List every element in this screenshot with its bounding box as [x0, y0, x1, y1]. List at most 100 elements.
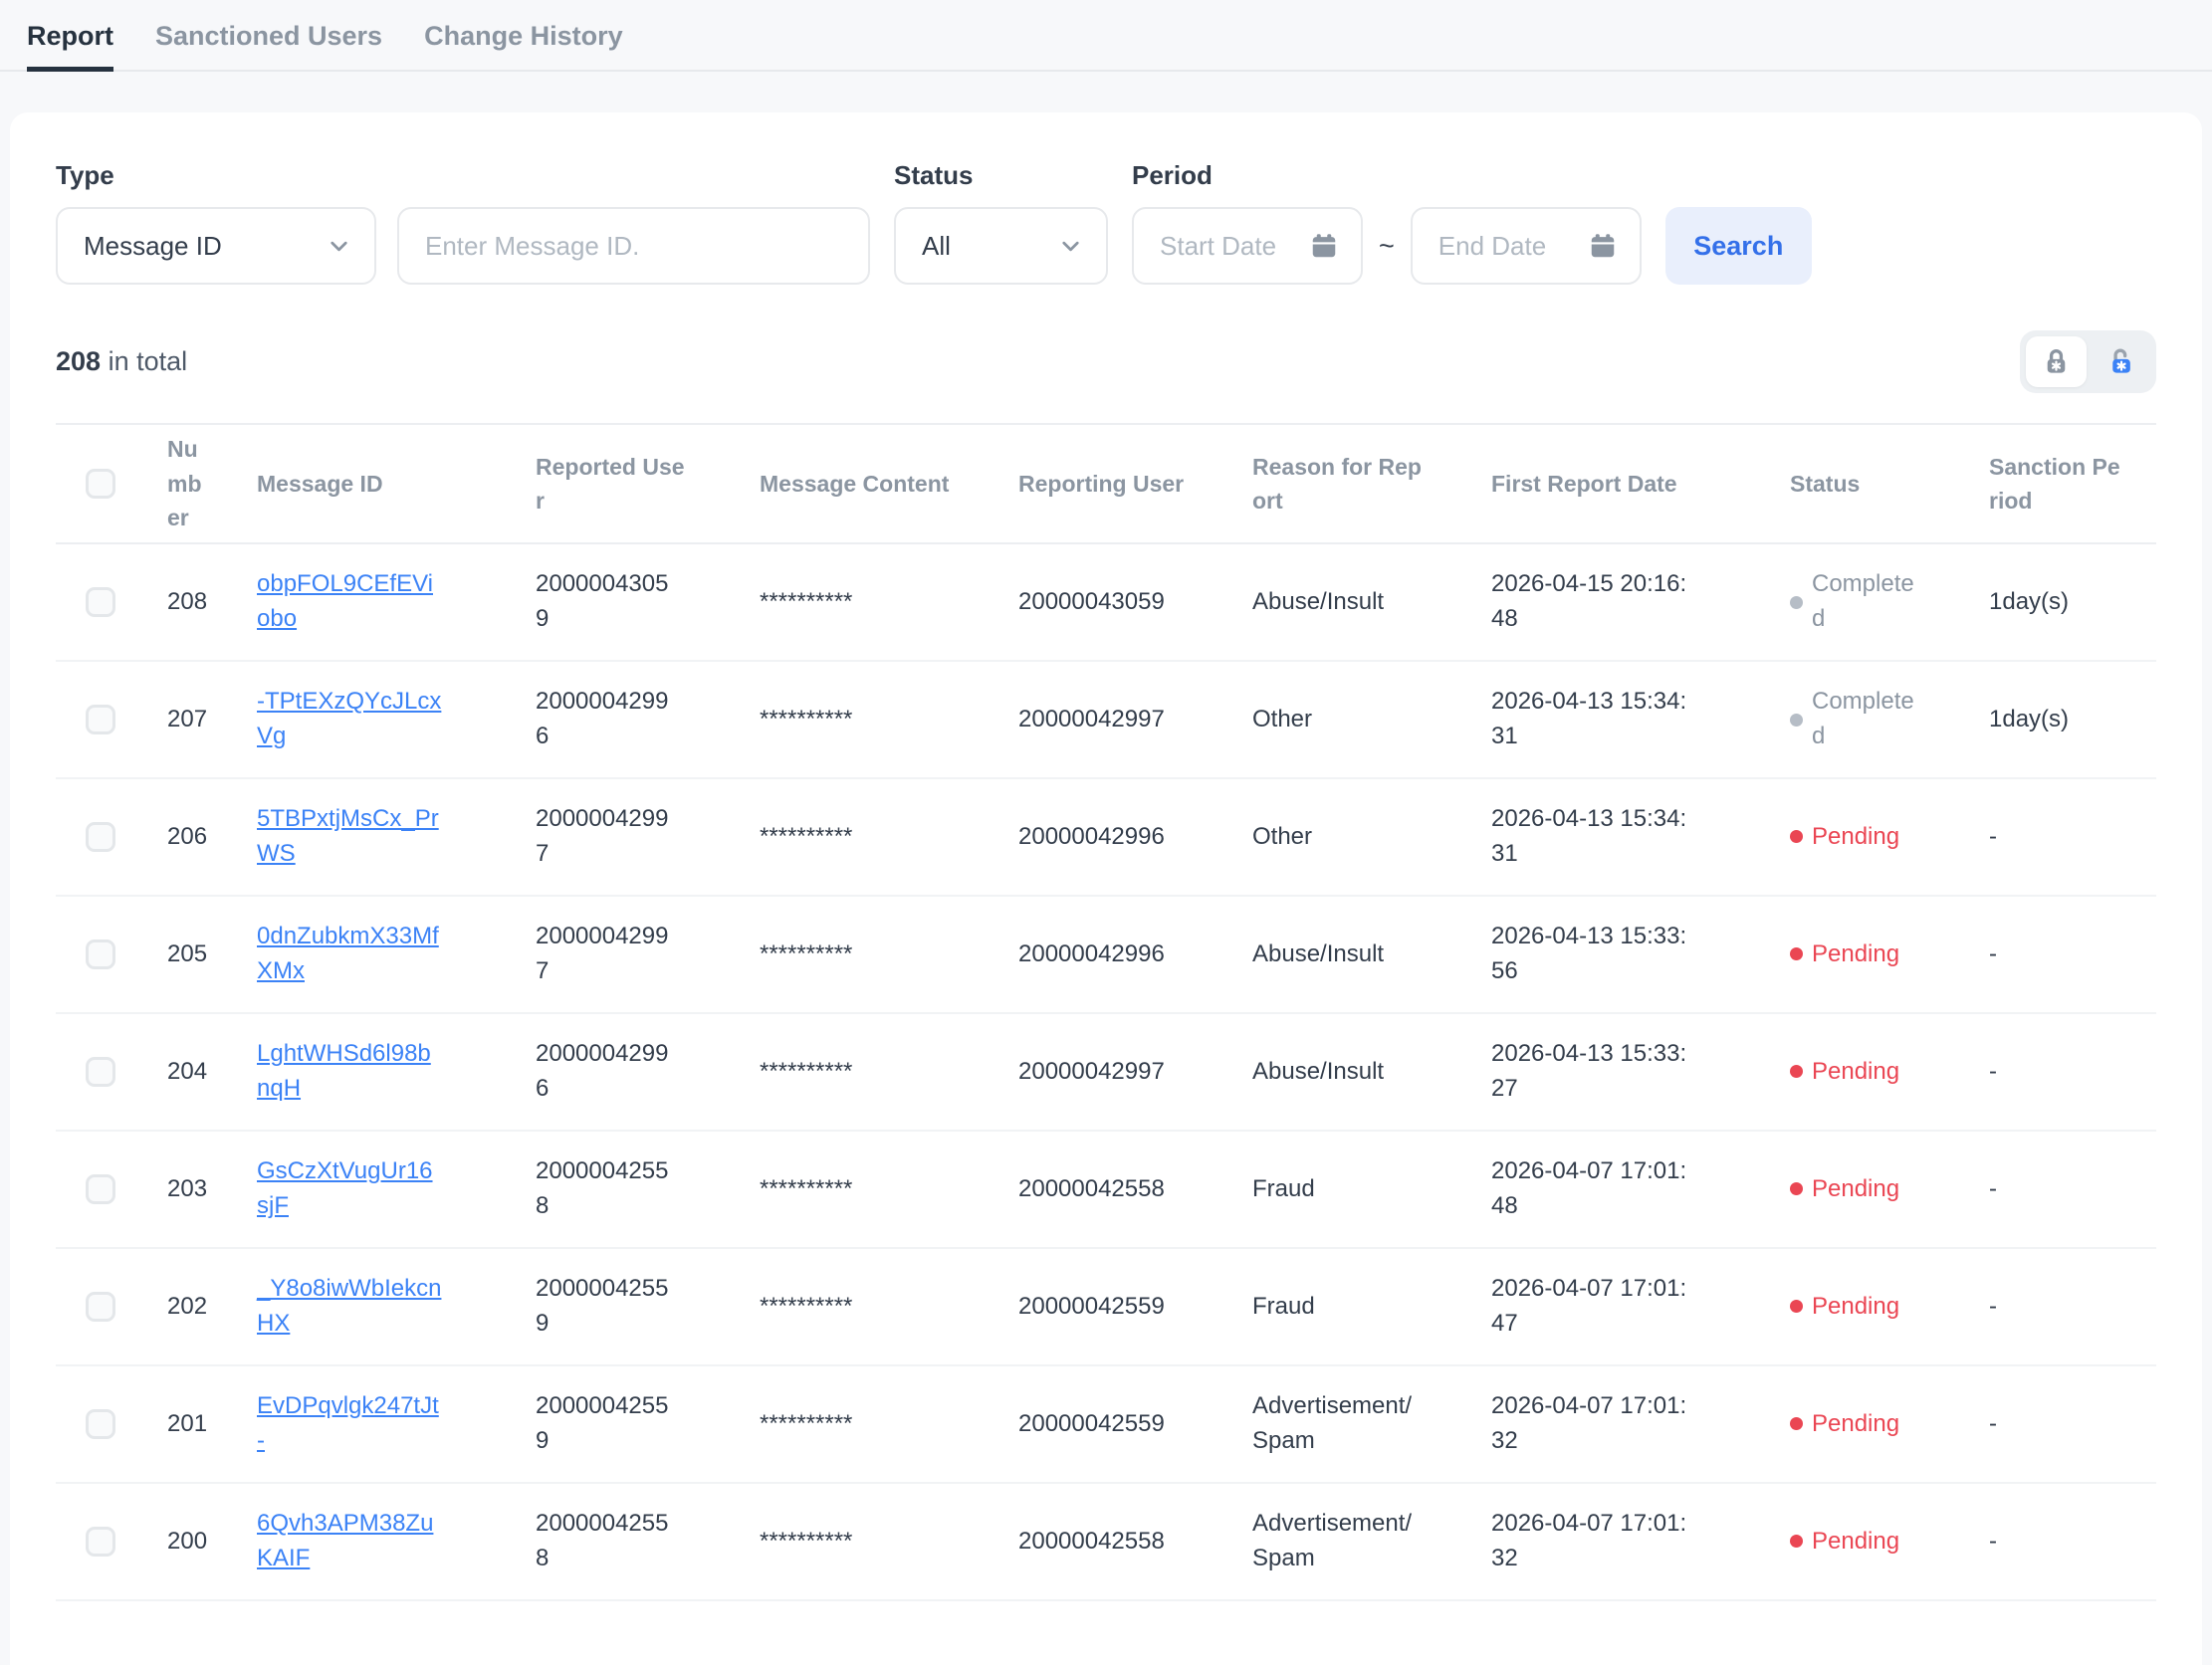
mask-toggle-group — [2020, 330, 2156, 393]
type-label: Type — [56, 160, 114, 190]
cell-reason: Advertisement/Spam — [1252, 1392, 1413, 1454]
table-row: 208 obpFOL9CEfEViobo 20000043059 *******… — [56, 543, 2156, 661]
cell-first-report-date: 2026-04-13 15:34:31 — [1491, 805, 1687, 867]
message-id-link[interactable]: 0dnZubkmX33MfXMx — [257, 923, 439, 984]
row-checkbox[interactable] — [86, 939, 115, 969]
message-id-link[interactable]: GsCzXtVugUr16sjF — [257, 1157, 433, 1219]
status-dot-icon — [1790, 1065, 1803, 1079]
start-date-picker[interactable]: Start Date — [1132, 207, 1363, 285]
end-date-picker[interactable]: End Date — [1410, 207, 1642, 285]
row-checkbox[interactable] — [86, 705, 115, 734]
lock-open-icon — [2112, 348, 2130, 373]
total-count: 208 — [56, 346, 102, 376]
status-badge: Completed — [1790, 685, 1963, 754]
cell-first-report-date: 2026-04-07 17:01:48 — [1491, 1157, 1687, 1219]
cell-number: 204 — [167, 1057, 208, 1085]
message-id-link[interactable]: -TPtEXzQYcJLcxVg — [257, 688, 442, 749]
cell-message-content: ********** — [760, 939, 853, 967]
select-all-checkbox[interactable] — [86, 469, 115, 499]
cell-sanction-period: - — [1989, 1527, 1997, 1555]
message-id-link[interactable]: LghtWHSd6l98bnqH — [257, 1040, 431, 1102]
filter-group-type: Type Message ID — [56, 160, 870, 285]
table-row: 202 _Y8o8iwWbIekcnHX 20000042559 *******… — [56, 1248, 2156, 1365]
cell-first-report-date: 2026-04-07 17:01:32 — [1491, 1510, 1687, 1571]
period-tilde: ~ — [1379, 230, 1395, 261]
cell-reporting-user: 20000042997 — [1018, 705, 1165, 732]
table-header-row: Number Message ID Reported User Message … — [56, 424, 2156, 543]
cell-first-report-date: 2026-04-07 17:01:47 — [1491, 1275, 1687, 1337]
row-checkbox[interactable] — [86, 587, 115, 617]
cell-first-report-date: 2026-04-15 20:16:48 — [1491, 570, 1687, 632]
status-select[interactable]: All — [894, 207, 1108, 285]
status-badge: Pending — [1790, 1407, 1963, 1442]
cell-number: 208 — [167, 587, 208, 615]
row-checkbox[interactable] — [86, 1409, 115, 1439]
cell-number: 206 — [167, 822, 208, 850]
cell-message-content: ********** — [760, 822, 853, 850]
cell-first-report-date: 2026-04-13 15:33:27 — [1491, 1040, 1687, 1102]
cell-reported-user: 20000042559 — [536, 1275, 669, 1337]
mask-data-button[interactable] — [2026, 336, 2087, 387]
cell-reason: Abuse/Insult — [1252, 587, 1385, 615]
col-header-reason: Reason for Report — [1252, 453, 1422, 515]
table-row: 203 GsCzXtVugUr16sjF 20000042558 *******… — [56, 1131, 2156, 1248]
total-count-text: 208 in total — [56, 346, 187, 377]
status-dot-icon — [1790, 1300, 1803, 1314]
cell-first-report-date: 2026-04-13 15:33:56 — [1491, 923, 1687, 984]
cell-number: 200 — [167, 1527, 208, 1555]
status-label: Pending — [1812, 939, 1900, 967]
tab-sanctioned-users[interactable]: Sanctioned Users — [155, 20, 383, 51]
status-dot-icon — [1790, 1182, 1803, 1196]
table-row: 201 EvDPqvlgk247tJt- 20000042559 *******… — [56, 1365, 2156, 1483]
cell-reason: Fraud — [1252, 1292, 1315, 1320]
tab-change-history[interactable]: Change History — [424, 20, 623, 51]
lock-closed-icon — [2047, 349, 2066, 373]
cell-reporting-user: 20000043059 — [1018, 587, 1165, 615]
message-id-link[interactable]: 6Qvh3APM38ZuKAIF — [257, 1510, 434, 1571]
col-header-reported-user: Reported User — [536, 453, 685, 515]
chevron-down-icon — [331, 241, 347, 251]
cell-sanction-period: 1day(s) — [1989, 705, 2070, 732]
message-id-link[interactable]: EvDPqvlgk247tJt- — [257, 1392, 439, 1454]
status-label: Pending — [1812, 1409, 1900, 1437]
row-checkbox[interactable] — [86, 1527, 115, 1557]
cell-message-content: ********** — [760, 587, 853, 615]
cell-number: 205 — [167, 939, 208, 967]
status-label: Status — [894, 160, 974, 190]
message-id-link[interactable]: 5TBPxtjMsCx_PrWS — [257, 805, 439, 867]
period-label: Period — [1132, 160, 1213, 190]
cell-reason: Advertisement/Spam — [1252, 1510, 1413, 1571]
cell-reporting-user: 20000042997 — [1018, 1057, 1165, 1085]
cell-sanction-period: - — [1989, 1174, 1997, 1202]
row-checkbox[interactable] — [86, 822, 115, 852]
status-dot-icon — [1790, 595, 1803, 609]
start-date-placeholder: Start Date — [1160, 230, 1277, 261]
row-checkbox[interactable] — [86, 1057, 115, 1087]
table-row: 206 5TBPxtjMsCx_PrWS 20000042997 *******… — [56, 778, 2156, 896]
message-id-link[interactable]: _Y8o8iwWbIekcnHX — [257, 1275, 442, 1337]
status-label: Pending — [1812, 1527, 1900, 1555]
end-date-placeholder: End Date — [1438, 230, 1547, 261]
filter-bar: Type Message ID Status All Period — [56, 160, 2156, 285]
cell-reported-user: 20000042997 — [536, 805, 669, 867]
cell-reported-user: 20000042996 — [536, 1040, 669, 1102]
message-id-input[interactable] — [397, 207, 870, 285]
cell-message-content: ********** — [760, 1409, 853, 1437]
tab-report[interactable]: Report — [27, 0, 113, 72]
unmask-data-button[interactable] — [2090, 336, 2150, 387]
cell-reporting-user: 20000042559 — [1018, 1409, 1165, 1437]
cell-reason: Abuse/Insult — [1252, 1057, 1385, 1085]
status-dot-icon — [1790, 947, 1803, 961]
cell-number: 207 — [167, 705, 208, 732]
col-header-first-report-date: First Report Date — [1491, 470, 1677, 497]
status-dot-icon — [1790, 713, 1803, 727]
cell-reason: Fraud — [1252, 1174, 1315, 1202]
row-checkbox[interactable] — [86, 1174, 115, 1204]
message-id-link[interactable]: obpFOL9CEfEViobo — [257, 570, 433, 632]
cell-reporting-user: 20000042996 — [1018, 939, 1165, 967]
search-button[interactable]: Search — [1664, 207, 1812, 285]
cell-number: 202 — [167, 1292, 208, 1320]
type-select[interactable]: Message ID — [56, 207, 376, 285]
status-label: Completed — [1812, 570, 1914, 632]
row-checkbox[interactable] — [86, 1292, 115, 1322]
